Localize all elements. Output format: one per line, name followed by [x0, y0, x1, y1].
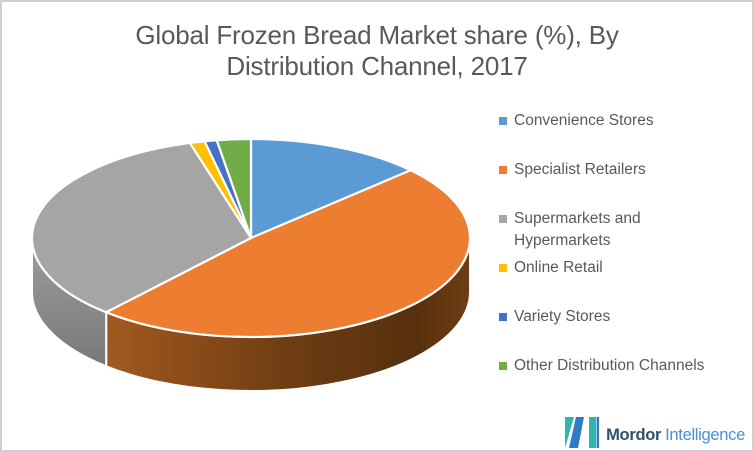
- pie-slice-specialist-retailers: [105, 169, 472, 339]
- chart-title-line1: Global Frozen Bread Market share (%), By: [135, 20, 619, 50]
- legend-label: Specialist Retailers: [514, 161, 646, 178]
- chart-title-line2: Distribution Channel, 2017: [226, 51, 528, 81]
- legend-item-other-distribution-channels: Other Distribution Channels: [499, 355, 751, 404]
- legend-marker: [499, 264, 507, 272]
- legend-item-specialist-retailers: Specialist Retailers: [499, 159, 751, 208]
- legend-label: Supermarkets and Hypermarkets: [514, 210, 641, 249]
- brand-name-light: Intelligence: [665, 426, 745, 444]
- legend-label: Variety Stores: [514, 308, 611, 325]
- legend-label: Other Distribution Channels: [514, 357, 705, 374]
- legend-marker: [499, 215, 507, 223]
- brand-logo: Mordor Intelligence: [565, 417, 745, 448]
- legend-item-supermarkets-and-hypermarkets: Supermarkets and Hypermarkets: [499, 208, 751, 257]
- legend-marker: [499, 166, 507, 174]
- legend-item-variety-stores: Variety Stores: [499, 306, 751, 355]
- legend-item-online-retail: Online Retail: [499, 257, 751, 306]
- legend-item-convenience-stores: Convenience Stores: [499, 110, 751, 159]
- legend-label: Convenience Stores: [514, 112, 654, 129]
- pie-slice-other-distribution-channels: [215, 137, 253, 240]
- pie-slice-supermarkets-and-hypermarkets: [30, 141, 253, 314]
- legend-label: Online Retail: [514, 259, 603, 276]
- mordor-logo-icon: [565, 417, 600, 448]
- legend-marker: [499, 362, 507, 370]
- chart-legend: Convenience Stores Specialist Retailers Su…: [499, 110, 751, 404]
- legend-marker: [499, 313, 507, 321]
- pie-slice-convenience-stores: [249, 137, 412, 240]
- chart-title: Global Frozen Bread Market share (%), By…: [2, 20, 752, 82]
- legend-marker: [499, 117, 507, 125]
- brand-name-bold: Mordor: [606, 426, 662, 444]
